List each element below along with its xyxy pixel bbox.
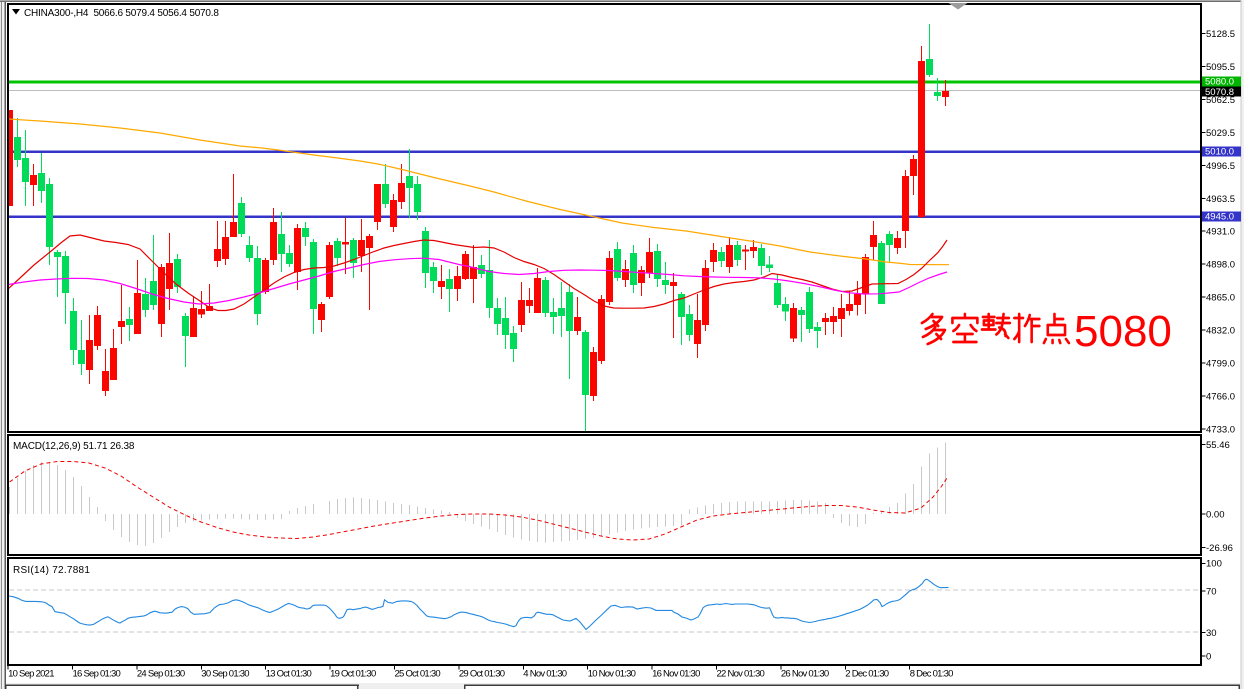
svg-text:4898.0: 4898.0 [1206,259,1235,270]
svg-text:4733.0: 4733.0 [1206,424,1235,435]
svg-text:MACD(12,26,9) 51.71 26.38: MACD(12,26,9) 51.71 26.38 [13,441,135,452]
svg-text:4963.5: 4963.5 [1206,194,1235,205]
svg-text:22 Nov 01:30: 22 Nov 01:30 [717,669,765,680]
svg-text:70: 70 [1206,586,1217,597]
svg-text:5070.8: 5070.8 [1205,87,1234,98]
svg-text:4799.0: 4799.0 [1206,358,1235,369]
svg-text:5095.5: 5095.5 [1206,62,1235,73]
svg-text:5010.0: 5010.0 [1205,147,1234,158]
svg-text:30 Sep 01:30: 30 Sep 01:30 [201,669,249,680]
svg-text:10 Nov 01:30: 10 Nov 01:30 [588,669,636,680]
svg-text:4945.0: 4945.0 [1205,212,1234,223]
svg-text:29 Oct 01:30: 29 Oct 01:30 [459,669,505,680]
svg-text:55.46: 55.46 [1206,440,1230,451]
svg-text:2 Dec 01:30: 2 Dec 01:30 [845,669,888,680]
svg-text:RSI(14) 72.7881: RSI(14) 72.7881 [13,565,90,576]
svg-text:5029.5: 5029.5 [1206,128,1235,139]
svg-text:5080: 5080 [1074,307,1172,356]
svg-text:25 Oct 01:30: 25 Oct 01:30 [395,669,441,680]
svg-text:4766.0: 4766.0 [1206,391,1235,402]
svg-text:100: 100 [1206,559,1222,570]
svg-text:16 Nov 01:30: 16 Nov 01:30 [652,669,700,680]
svg-text:4 Nov 01:30: 4 Nov 01:30 [523,669,566,680]
svg-text:16 Sep 01:30: 16 Sep 01:30 [73,669,121,680]
svg-text:0.00: 0.00 [1206,509,1225,520]
svg-text:10 Sep 2021: 10 Sep 2021 [8,669,54,680]
svg-text:8 Dec 01:30: 8 Dec 01:30 [910,669,953,680]
svg-text:26 Nov 01:30: 26 Nov 01:30 [781,669,829,680]
svg-text:5062.5: 5062.5 [1206,95,1235,106]
svg-text:5080.0: 5080.0 [1205,77,1234,88]
svg-text:4996.5: 4996.5 [1206,161,1235,172]
svg-text:4832.0: 4832.0 [1206,325,1235,336]
svg-text:CHINA300-,H4 5066.6 5079.4 50: CHINA300-,H4 5066.6 5079.4 5056.4 5070.8 [24,8,219,19]
svg-text:5128.5: 5128.5 [1206,29,1235,40]
svg-text:0: 0 [1206,651,1211,662]
svg-text:13 Oct 01:30: 13 Oct 01:30 [266,669,312,680]
svg-text:24 Sep 01:30: 24 Sep 01:30 [137,669,185,680]
svg-text:30: 30 [1206,628,1217,639]
svg-text:4931.0: 4931.0 [1206,226,1235,237]
svg-text:-26.96: -26.96 [1206,543,1233,554]
svg-text:4865.0: 4865.0 [1206,292,1235,303]
svg-text:19 Oct 01:30: 19 Oct 01:30 [330,669,376,680]
